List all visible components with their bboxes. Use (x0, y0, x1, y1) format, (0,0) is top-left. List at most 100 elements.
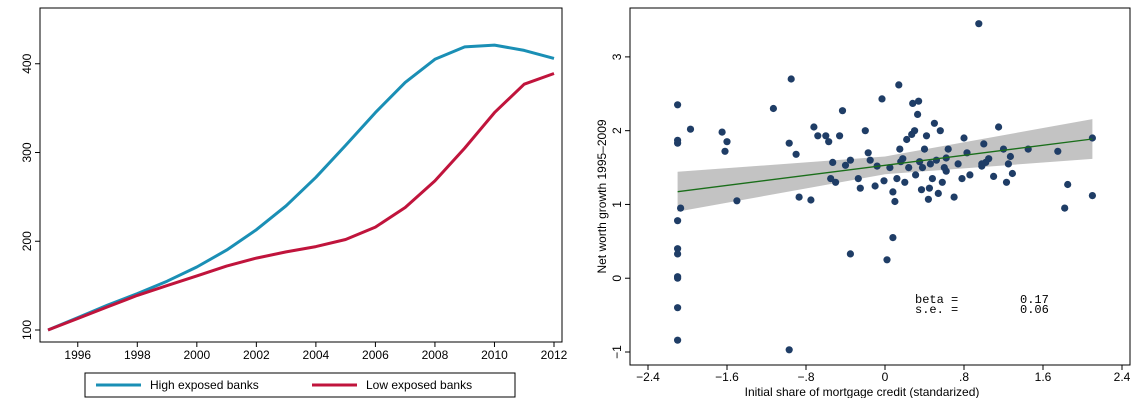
data-point (889, 188, 897, 196)
data-point (1088, 134, 1096, 142)
x-tick: 2006 (362, 342, 389, 362)
data-point (836, 132, 844, 140)
scatter-points (674, 20, 1096, 354)
data-point (934, 189, 942, 197)
annotation-label: beta = (915, 293, 958, 307)
y-tick: 0 (610, 275, 630, 282)
data-point (871, 182, 879, 190)
data-point (733, 197, 741, 205)
data-point (893, 175, 901, 183)
data-point (723, 138, 731, 146)
x-tick-label: .8 (959, 370, 969, 384)
scatter-chart: −2.4 −1.6 −.8 0 .8 1.6 2.4 −1 0 1 2 3 Initial share … (595, 7, 1131, 398)
data-point (787, 75, 795, 83)
x-tick: 1996 (64, 342, 91, 362)
x-tick-label: 2010 (481, 348, 508, 362)
series-line-high-exposed (47, 43, 555, 332)
data-point (677, 204, 685, 212)
x-tick-label: 1996 (64, 348, 91, 362)
data-point (880, 177, 888, 185)
data-point (718, 128, 726, 136)
y-tick: 300 (20, 142, 40, 163)
data-point (901, 178, 909, 186)
data-point (980, 140, 988, 148)
data-point (914, 110, 922, 118)
data-point (1002, 178, 1011, 186)
y-tick: 100 (20, 320, 40, 340)
data-point (810, 123, 818, 131)
x-tick: −1.6 (715, 365, 739, 384)
annotation-label: s.e. = (915, 303, 958, 317)
data-point (975, 20, 983, 28)
x-tick: 1998 (124, 342, 151, 362)
plot-frame (39, 7, 563, 343)
y-tick-label: 1 (610, 201, 624, 208)
data-point (814, 132, 822, 140)
data-point (846, 156, 854, 164)
data-point (769, 104, 777, 113)
data-point (721, 147, 729, 155)
data-point (1008, 169, 1016, 178)
x-tick-label: 1998 (124, 348, 151, 362)
data-point (924, 195, 932, 203)
annotation-value: 0.06 (1020, 303, 1049, 317)
series-line-low-exposed (47, 72, 555, 332)
y-tick: 3 (610, 53, 630, 60)
y-tick-label: 0 (610, 275, 624, 282)
x-tick-label: 2006 (362, 348, 389, 362)
y-tick-label: −1 (610, 345, 624, 359)
data-point (895, 81, 903, 89)
data-point (864, 149, 872, 157)
data-point (912, 171, 920, 179)
data-point (909, 99, 917, 107)
y-axis-title: Net worth growth 1995–2009 (595, 119, 609, 273)
y-tick: 2 (610, 127, 630, 134)
data-point (917, 186, 926, 194)
x-tick: .8 (959, 365, 969, 384)
data-point (905, 164, 913, 172)
data-point (686, 125, 695, 133)
legend: High exposed banks Low exposed banks (84, 372, 516, 398)
x-tick-label: 2.4 (1114, 370, 1131, 384)
data-point (838, 107, 847, 115)
x-tick: −2.4 (636, 365, 660, 384)
data-point (866, 156, 874, 164)
data-point (827, 175, 835, 183)
x-tick-label: 2000 (183, 348, 210, 362)
data-point (922, 132, 931, 140)
data-point (950, 193, 958, 201)
y-tick-label: 200 (20, 231, 34, 251)
data-point (889, 234, 897, 242)
data-point (932, 156, 940, 164)
line-chart: 1996 1998 2000 2002 2004 2006 2008 2010 2012 100 2… (20, 7, 568, 398)
data-point (925, 184, 933, 192)
data-point (1004, 160, 1012, 168)
x-tick-label: −1.6 (715, 370, 739, 384)
data-point (674, 245, 682, 253)
data-point (846, 250, 854, 258)
data-point (930, 119, 938, 127)
data-point (854, 175, 862, 183)
data-point (795, 193, 803, 201)
data-point (954, 160, 962, 168)
data-point (928, 175, 936, 183)
x-tick: 2002 (243, 342, 270, 362)
legend-box (84, 372, 516, 398)
data-point (841, 161, 850, 169)
data-point (674, 336, 682, 344)
data-point (792, 150, 800, 158)
data-point (1064, 180, 1072, 189)
data-point (995, 123, 1003, 131)
data-point (674, 304, 682, 312)
data-point (958, 175, 966, 183)
data-point (1054, 147, 1062, 155)
x-tick: 2.4 (1114, 365, 1131, 384)
fit-line (677, 138, 1093, 193)
data-point (832, 178, 840, 186)
y-tick-label: 400 (20, 53, 34, 73)
annotation-value: 0.17 (1020, 293, 1049, 307)
x-tick: 2012 (541, 342, 568, 362)
data-point (978, 160, 986, 168)
data-point (891, 197, 899, 206)
data-point (990, 172, 998, 180)
